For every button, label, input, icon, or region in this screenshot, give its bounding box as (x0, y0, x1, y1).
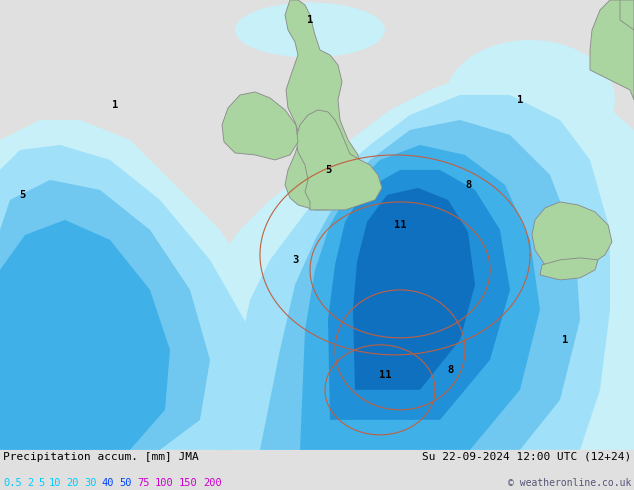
Text: 0.5: 0.5 (3, 478, 22, 488)
Polygon shape (0, 220, 170, 450)
Text: 11: 11 (378, 370, 391, 380)
Text: 200: 200 (204, 478, 222, 488)
Polygon shape (590, 0, 634, 100)
Polygon shape (0, 120, 300, 450)
Text: 8: 8 (447, 365, 453, 375)
Polygon shape (328, 170, 510, 420)
Polygon shape (260, 120, 580, 450)
Text: 1: 1 (517, 95, 523, 105)
Polygon shape (620, 0, 634, 30)
Text: 50: 50 (119, 478, 132, 488)
Text: 20: 20 (67, 478, 79, 488)
Polygon shape (220, 95, 610, 450)
Text: 10: 10 (49, 478, 61, 488)
Text: 1: 1 (112, 100, 118, 110)
Polygon shape (0, 180, 210, 450)
Text: 40: 40 (102, 478, 114, 488)
Text: 5: 5 (19, 190, 25, 200)
Text: 150: 150 (179, 478, 198, 488)
Text: 5: 5 (325, 165, 331, 175)
Text: 100: 100 (155, 478, 173, 488)
Text: 8: 8 (465, 180, 471, 190)
Polygon shape (222, 92, 298, 160)
Polygon shape (540, 258, 598, 280)
Ellipse shape (235, 2, 385, 57)
Polygon shape (0, 145, 260, 450)
Text: 5: 5 (38, 478, 44, 488)
Text: 1: 1 (307, 15, 313, 25)
Text: 1: 1 (562, 335, 568, 345)
Text: 2: 2 (27, 478, 34, 488)
Polygon shape (296, 110, 382, 210)
Ellipse shape (445, 40, 615, 160)
Text: Precipitation accum. [mm] JMA: Precipitation accum. [mm] JMA (3, 452, 198, 462)
Text: © weatheronline.co.uk: © weatheronline.co.uk (508, 478, 631, 488)
Text: 75: 75 (137, 478, 150, 488)
Polygon shape (200, 70, 634, 450)
Polygon shape (532, 202, 612, 270)
Text: 30: 30 (84, 478, 97, 488)
Polygon shape (353, 188, 475, 390)
Text: 3: 3 (292, 255, 298, 265)
Text: 11: 11 (394, 220, 406, 230)
Polygon shape (300, 145, 540, 450)
Polygon shape (285, 0, 362, 210)
Text: Su 22-09-2024 12:00 UTC (12+24): Su 22-09-2024 12:00 UTC (12+24) (422, 452, 631, 462)
